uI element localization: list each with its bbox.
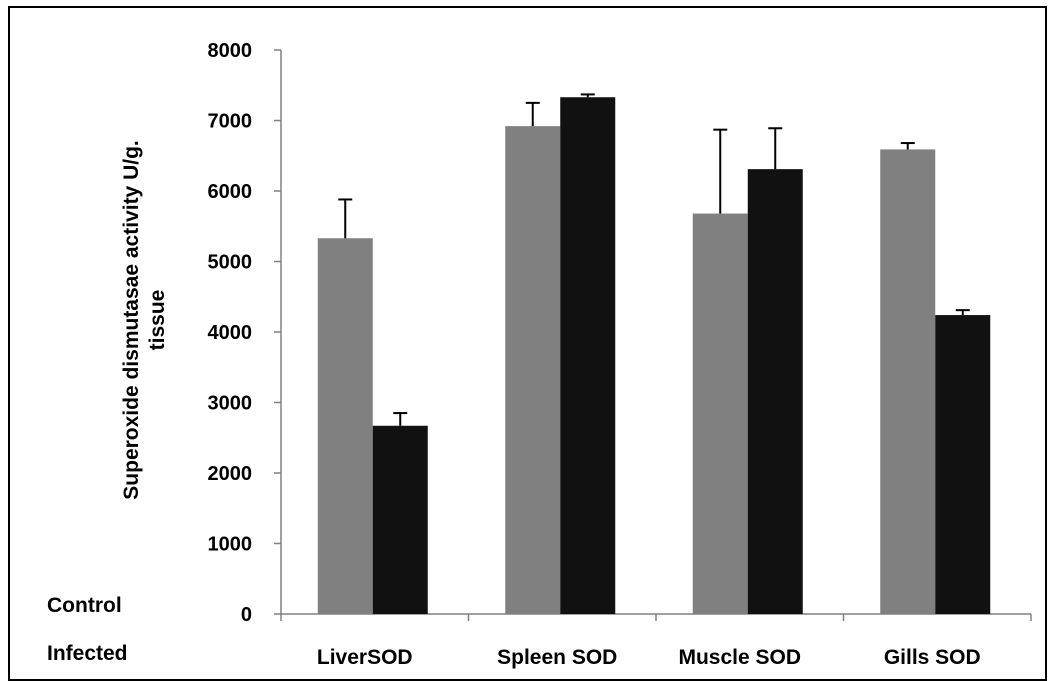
y-axis-label-line: tissue xyxy=(146,290,169,351)
y-tick-label: 4000 xyxy=(208,322,253,344)
bar-control xyxy=(880,149,936,614)
error-bar xyxy=(900,142,915,150)
bar-control xyxy=(505,126,561,614)
bar-control xyxy=(317,238,373,615)
legend-label-control: Control xyxy=(47,594,122,617)
error-bar xyxy=(393,412,408,426)
error-bar xyxy=(525,101,540,127)
error-bar xyxy=(580,93,595,98)
y-axis: 0 1000 2000 3000 4000 5000 6000 7000 8000 xyxy=(208,40,282,626)
error-bar xyxy=(955,309,970,316)
error-bar xyxy=(713,128,728,214)
bar-infected xyxy=(747,169,803,614)
bar-infected xyxy=(372,425,428,614)
y-tick-label: 8000 xyxy=(208,40,253,62)
x-category-label: Gills SOD xyxy=(884,646,981,669)
error-bar xyxy=(768,127,783,170)
y-tick-label: 2000 xyxy=(208,463,253,485)
x-category-label: LiverSOD xyxy=(317,646,413,669)
y-tick-label: 1000 xyxy=(208,534,253,556)
y-axis-label: Superoxide dismutasae activity U/g. tissu… xyxy=(120,140,169,499)
bar-control xyxy=(692,213,748,614)
x-category-label: Spleen SOD xyxy=(497,646,617,669)
bar-infected xyxy=(560,97,616,615)
x-axis: LiverSOD Spleen SOD Muscle SOD Gills SOD xyxy=(280,613,1032,669)
legend-label-infected: Infected xyxy=(47,642,128,665)
error-bar xyxy=(338,198,353,239)
y-tick-label: 0 xyxy=(241,604,252,626)
y-tick-label: 6000 xyxy=(208,181,253,203)
y-tick-label: 5000 xyxy=(208,252,253,274)
y-tick-label: 3000 xyxy=(208,393,253,415)
bars xyxy=(317,93,991,615)
y-tick-label: 7000 xyxy=(208,111,253,133)
x-category-label: Muscle SOD xyxy=(678,646,801,669)
y-axis-label-line: Superoxide dismutasae activity U/g. xyxy=(120,140,143,499)
legend: Control Infected xyxy=(47,594,128,665)
bar-infected xyxy=(935,315,991,614)
